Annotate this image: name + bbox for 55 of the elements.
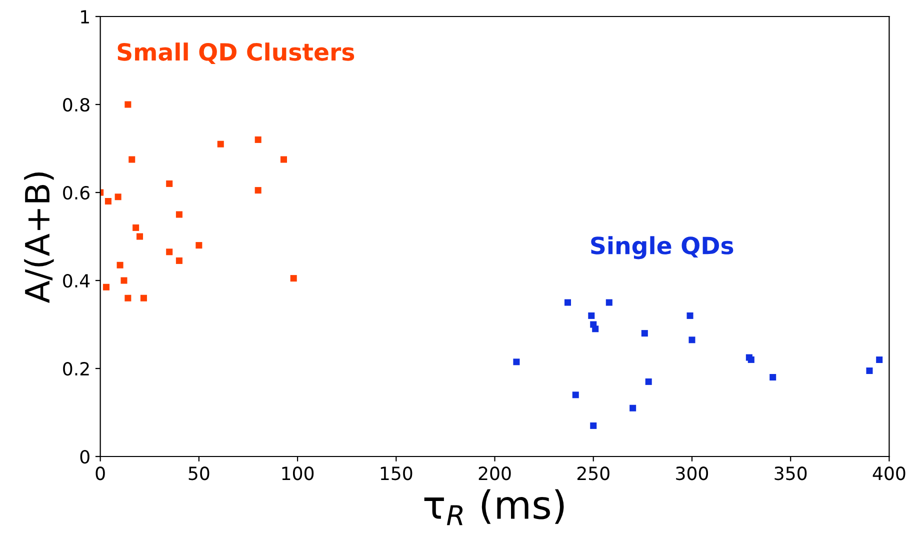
point	[688, 336, 696, 344]
point	[592, 326, 599, 332]
point	[124, 101, 132, 108]
point	[590, 422, 597, 429]
y-tick-label: 0.8	[63, 98, 90, 112]
x-tick-label: 200	[478, 466, 511, 480]
point	[606, 299, 612, 306]
point	[104, 198, 112, 205]
point	[166, 180, 173, 187]
point	[254, 187, 262, 194]
point	[876, 356, 883, 363]
point	[588, 312, 595, 319]
point	[102, 284, 110, 290]
point	[686, 312, 694, 319]
x-tick-label: 250	[577, 466, 610, 480]
point	[572, 392, 579, 398]
point	[116, 262, 124, 268]
point	[124, 294, 132, 302]
point	[140, 294, 147, 302]
y-tick-label: 0.6	[63, 186, 90, 200]
x-tick-label: 100	[282, 466, 314, 480]
point	[290, 275, 297, 282]
x-axis-title: τ$_{R}$ (ms)	[424, 489, 564, 526]
point	[176, 257, 182, 264]
point	[136, 233, 144, 240]
point	[114, 194, 122, 200]
y-tick-label: 0	[80, 450, 90, 464]
point	[217, 140, 224, 148]
point	[280, 156, 287, 163]
series-label: Small QD Clusters	[118, 42, 354, 64]
y-tick-label: 1	[81, 10, 89, 24]
x-tick-label: 350	[774, 466, 807, 480]
point	[120, 277, 128, 284]
series-label: Single QDs	[591, 236, 734, 260]
y-tick-label: 0.2	[63, 362, 89, 376]
point	[641, 330, 648, 337]
point	[770, 374, 776, 381]
x-tick-label: 50	[188, 466, 210, 480]
point	[166, 248, 173, 256]
point	[196, 242, 202, 249]
point	[564, 299, 571, 306]
point	[128, 156, 136, 163]
point	[254, 136, 262, 143]
y-tick-label: 0.4	[63, 274, 90, 288]
point	[866, 367, 873, 374]
point	[630, 404, 636, 412]
point	[176, 211, 182, 218]
x-tick-label: 400	[872, 466, 906, 480]
point	[645, 378, 652, 385]
x-tick-label: 0	[96, 466, 105, 480]
y-axis-title: A/(A+B)	[24, 172, 54, 304]
x-tick-label: 150	[380, 466, 412, 480]
x-tick-label: 300	[676, 466, 708, 480]
point	[132, 224, 140, 231]
point	[513, 358, 520, 366]
